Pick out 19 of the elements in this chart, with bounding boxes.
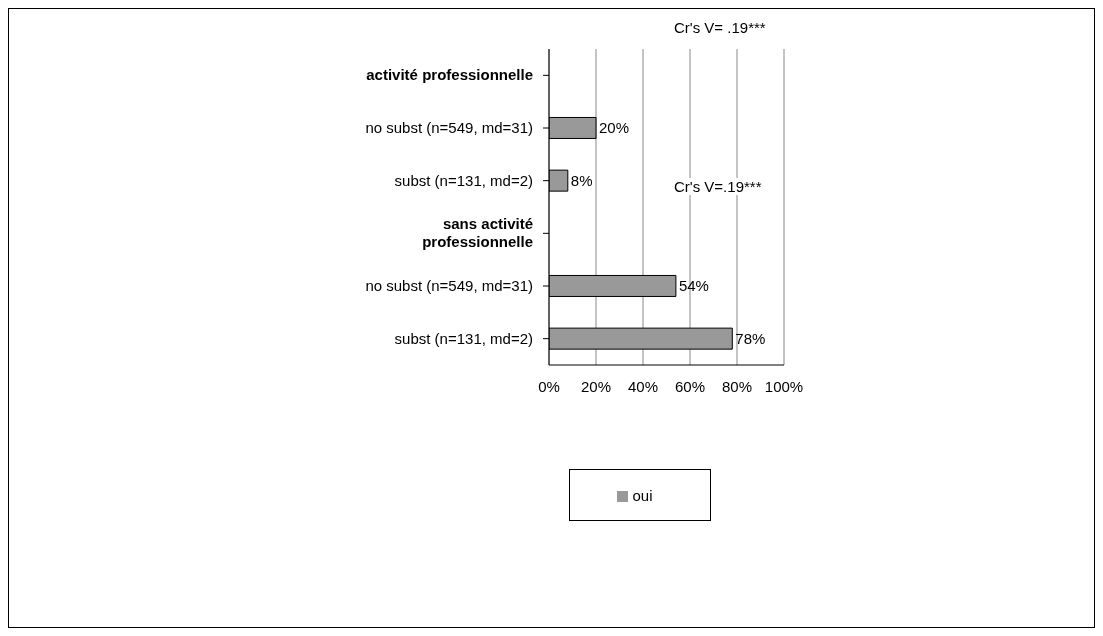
data-label: 8% [570, 171, 593, 189]
y-tick-label: subst (n=131, md=2) [394, 329, 533, 347]
x-tick-label: 20% [580, 377, 612, 395]
x-tick-label: 60% [674, 377, 706, 395]
text: Cr's V= .19*** [674, 19, 766, 36]
legend-label: oui [632, 486, 653, 504]
y-tick-label: no subst (n=549, md=31) [365, 119, 533, 136]
x-tick-label: 0% [538, 377, 560, 395]
data-label: 78% [735, 329, 766, 347]
data-label: 54% [678, 276, 709, 294]
y-tick-label: sans activité professionnelle [422, 215, 533, 251]
y-tick-label: subst (n=131, md=2) [394, 171, 533, 189]
x-tick-label: 40% [627, 377, 659, 395]
x-tick-label: 80% [721, 377, 753, 395]
y-tick-label: activité professionnelle [366, 66, 533, 84]
x-tick-label: 100% [764, 377, 804, 395]
data-label: 20% [599, 118, 630, 136]
y-tick-label: no subst (n=549, md=31) [365, 277, 533, 294]
annotation: Cr's V=.19*** [674, 178, 762, 195]
